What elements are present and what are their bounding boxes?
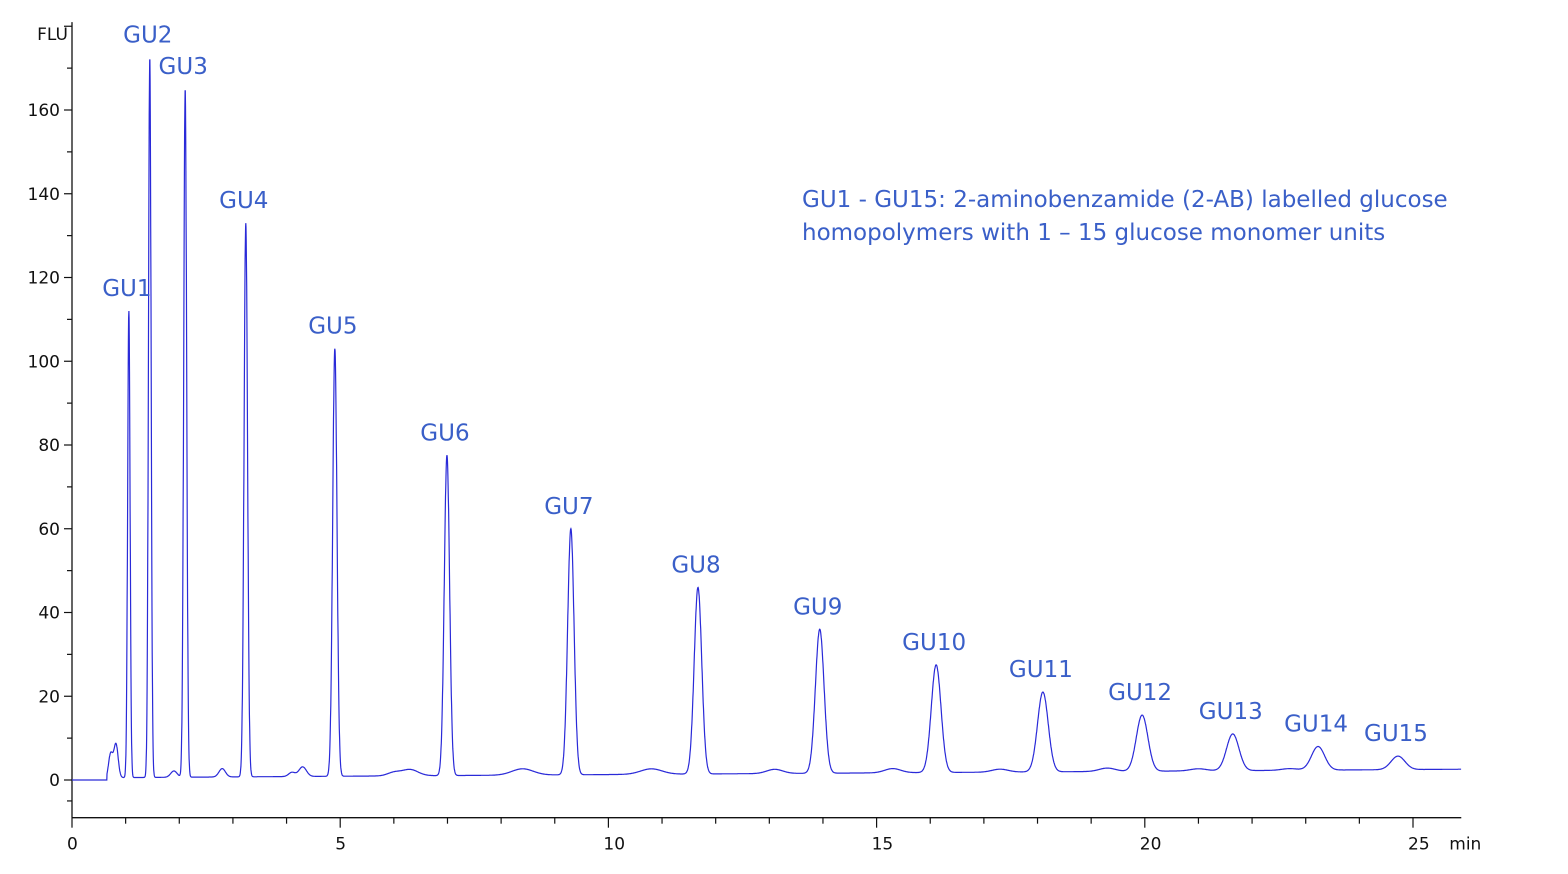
peak-label-gu6: GU6 [420,420,469,446]
annotation-line-2: homopolymers with 1 – 15 glucose monomer… [802,220,1386,246]
peak-label-gu14: GU14 [1284,712,1348,738]
y-tick-label: 120 [28,269,60,289]
y-tick-label: 60 [38,520,60,540]
x-axis-label: min [1449,835,1481,855]
peak-label-gu15: GU15 [1364,721,1428,747]
y-tick-label: 20 [38,687,60,707]
peak-label-gu9: GU9 [793,594,842,620]
peak-label-gu10: GU10 [902,630,966,656]
peak-labels: GU1 GU2 GU3 GU4 GU5 GU6 GU7 GU8 GU9 GU10 GU11 GU12 G… [102,23,1428,747]
x-tick-label: 5 [335,835,346,855]
y-tick-label: 80 [38,436,60,456]
peak-label-gu8: GU8 [671,552,720,578]
y-axis-label: FLU [37,25,68,45]
annotation-note: GU1 - GU15: 2-aminobenzamide (2-AB) labe… [802,184,1448,250]
y-tick-label: 140 [28,185,60,205]
y-tick-label: 160 [28,101,60,121]
peak-label-gu3: GU3 [159,54,208,80]
x-tick-label: 0 [67,835,78,855]
peak-label-gu12: GU12 [1108,680,1172,706]
peak-label-gu4: GU4 [219,188,268,214]
chromatogram-trace [72,59,1462,781]
x-tick-label: 25 [1408,835,1430,855]
x-tick-label: 15 [872,835,894,855]
annotation-line-1: GU1 - GU15: 2-aminobenzamide (2-AB) labe… [802,187,1448,213]
y-tick-label: 40 [38,604,60,624]
x-tick-label: 10 [603,835,625,855]
y-tick-label: 0 [49,771,60,791]
x-tick-label: 20 [1140,835,1162,855]
axes: 0 5 10 15 20 25 0 20 40 60 80 100 120 140 160 FLU min [28,22,1481,855]
y-tick-label: 100 [28,352,60,372]
peak-label-gu5: GU5 [308,314,357,340]
peak-label-gu7: GU7 [544,494,593,520]
peak-label-gu1: GU1 [102,276,151,302]
peak-label-gu2: GU2 [123,23,172,49]
peak-label-gu13: GU13 [1199,699,1263,725]
peak-label-gu11: GU11 [1009,657,1073,683]
